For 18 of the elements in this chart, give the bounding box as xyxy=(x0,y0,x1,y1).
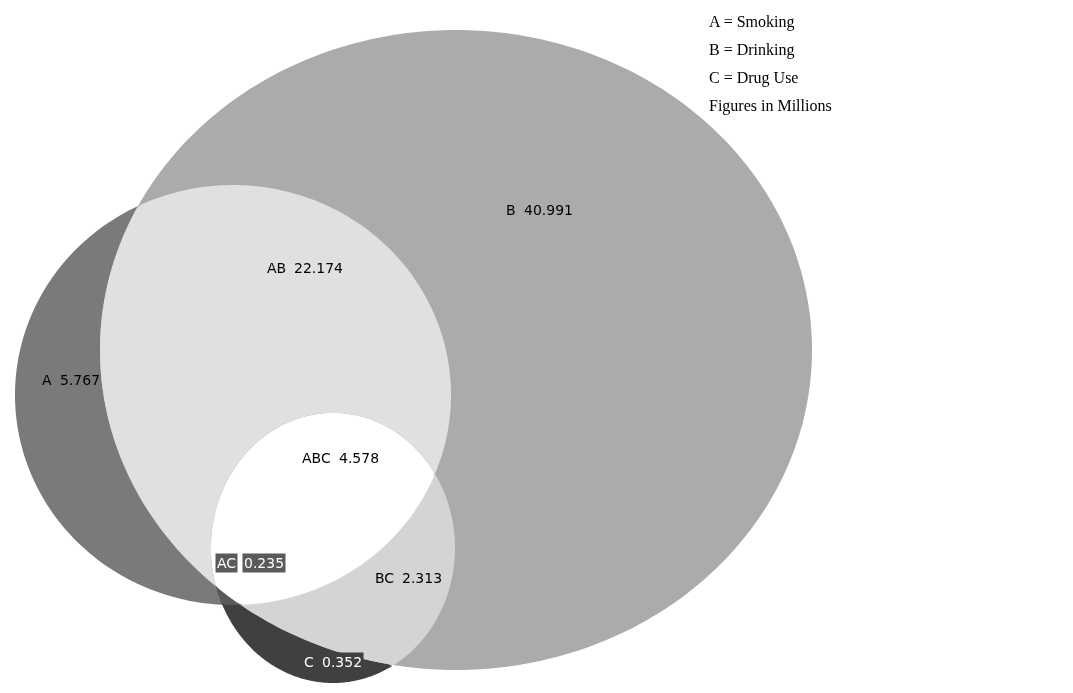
text: C = Drug Use xyxy=(709,69,799,87)
category-label: C xyxy=(304,654,314,670)
category-label: ABC xyxy=(302,450,331,466)
text: Figures in Millions xyxy=(709,97,832,115)
category-label: AC xyxy=(217,555,237,571)
category-label: BC xyxy=(375,570,395,586)
text: A = Smoking xyxy=(709,13,795,31)
data-label: 5.767 xyxy=(60,372,101,388)
category-label: AB xyxy=(267,260,287,276)
data-label: 2.313 xyxy=(402,570,443,586)
category-label: B xyxy=(506,202,516,218)
data-label: 0.352 xyxy=(322,654,363,670)
text: B = Drinking xyxy=(709,41,795,59)
category-label: A xyxy=(42,372,52,388)
data-label: 0.235 xyxy=(244,555,285,571)
data-label: 4.578 xyxy=(339,450,380,466)
data-label: 40.991 xyxy=(524,202,573,218)
data-label: 22.174 xyxy=(294,260,344,276)
